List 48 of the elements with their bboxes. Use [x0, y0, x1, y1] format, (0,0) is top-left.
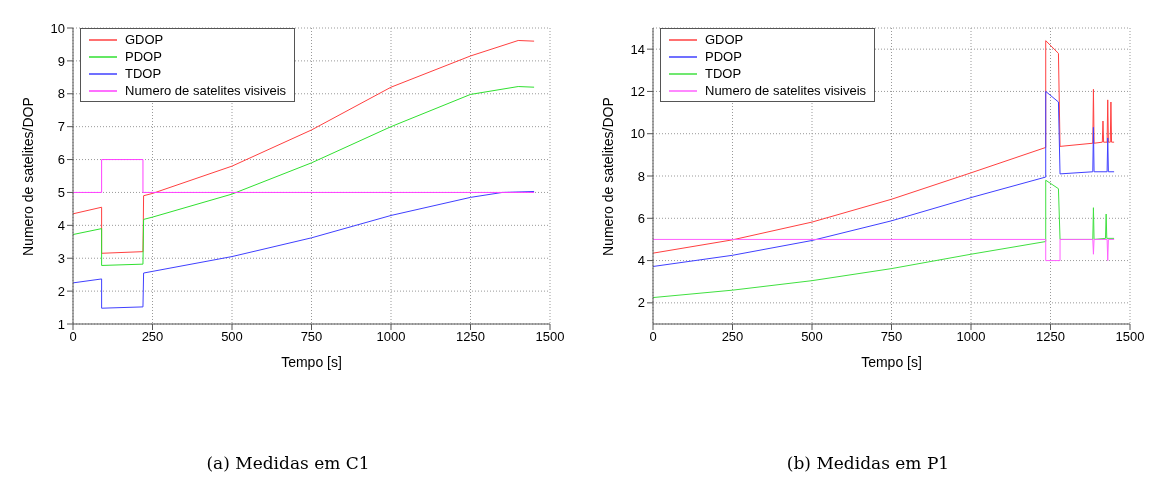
y-tick-label: 4 — [637, 253, 645, 269]
y-tick-label: 1 — [57, 316, 65, 332]
y-axis-title: Numero de satelites/DOP — [19, 97, 36, 256]
y-tick-label: 14 — [630, 41, 645, 57]
y-tick-label: 4 — [57, 217, 65, 233]
legend-label: TDOP — [125, 65, 162, 82]
y-tick-label: 5 — [57, 185, 65, 201]
x-tick-label: 0 — [69, 329, 77, 345]
y-tick-label: 6 — [637, 210, 645, 226]
y-tick-label: 6 — [57, 152, 65, 168]
text: (a) Medidas em C1 — [205, 453, 371, 473]
y-axis-title: Numero de satelites/DOP — [599, 97, 616, 256]
x-tick-label: 750 — [880, 329, 903, 345]
x-tick-label: 1250 — [456, 329, 485, 345]
line-series — [73, 190, 535, 309]
y-tick-label: 2 — [637, 295, 645, 311]
x-tick-label: 1000 — [956, 329, 986, 345]
y-tick-label: 8 — [637, 168, 645, 184]
y-tick-label: 12 — [630, 84, 645, 100]
legend-label: TDOP — [705, 65, 742, 82]
line-series — [653, 179, 1115, 299]
x-tick-label: 250 — [721, 329, 744, 345]
legend-label: Numero de satelites visiveis — [705, 82, 867, 99]
y-tick-label: 10 — [630, 126, 645, 142]
legend-label: PDOP — [705, 48, 742, 65]
x-tick-label: 1000 — [376, 329, 406, 345]
x-tick-label: 0 — [649, 329, 657, 345]
x-axis-title: Tempo [s] — [861, 354, 922, 370]
x-tick-label: 250 — [141, 329, 164, 345]
y-tick-label: 2 — [57, 283, 65, 299]
x-tick-label: 1500 — [1115, 329, 1145, 345]
y-tick-label: 7 — [57, 119, 65, 135]
line-series — [73, 86, 535, 266]
x-tick-label: 1500 — [535, 329, 565, 345]
legend-label: GDOP — [705, 31, 744, 48]
y-tick-label: 8 — [57, 86, 65, 102]
x-tick-label: 1250 — [1036, 329, 1065, 345]
y-tick-label: 3 — [57, 250, 65, 266]
y-tick-label: 10 — [50, 20, 65, 36]
x-axis-title: Tempo [s] — [281, 354, 342, 370]
legend-label: PDOP — [125, 48, 162, 65]
text: (b) Medidas em P1 — [785, 453, 951, 473]
x-tick-label: 500 — [221, 329, 243, 345]
x-tick-label: 500 — [801, 329, 823, 345]
y-tick-label: 9 — [57, 53, 65, 69]
legend-label: GDOP — [125, 31, 164, 48]
x-tick-label: 750 — [300, 329, 323, 345]
legend-label: Numero de satelites visiveis — [125, 82, 287, 99]
